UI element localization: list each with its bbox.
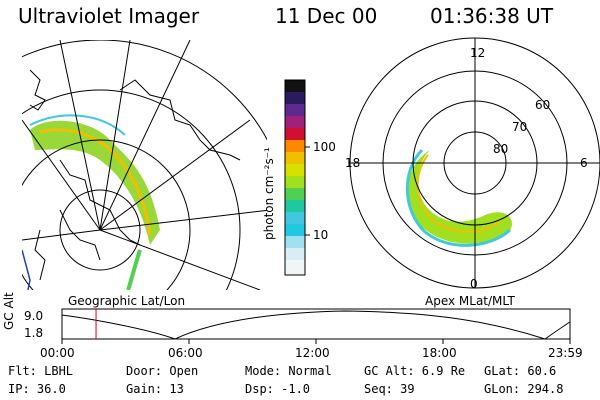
status-gc-alt: GC Alt: 6.9 Re [364, 364, 466, 378]
lat-label-70: 70 [512, 120, 528, 134]
status-door: Door: Open [126, 364, 199, 378]
polar-plot [349, 37, 600, 289]
status-glat: GLat: 60.6 [484, 364, 557, 378]
timeline-axis-label: GC Alt [2, 292, 16, 330]
status-dsp: Dsp: -1.0 [245, 382, 311, 396]
mlt-label-6: 6 [580, 156, 588, 170]
status-glon: GLon: 294.8 [484, 382, 564, 396]
colorbar-tick-100: 100 [313, 140, 336, 154]
timeline-ytick-1-8: 1.8 [24, 326, 44, 340]
geographic-label: Geographic Lat/Lon [68, 294, 186, 308]
colorbar [284, 79, 310, 276]
apex-label: Apex MLat/MLT [425, 294, 515, 308]
timeline-xtick-1200: 12:00 [295, 346, 330, 360]
status-seq: Seq: 39 [364, 382, 415, 396]
aurora-core [39, 128, 152, 236]
status-mode: Mode: Normal [245, 364, 332, 378]
timeline-ytick-9: 9.0 [24, 309, 44, 323]
mlt-label-12: 12 [470, 46, 486, 60]
timeline-xtick-2359: 23:59 [548, 346, 583, 360]
mlt-label-18: 18 [345, 156, 361, 170]
colorbar-unit-label: photon cm⁻²s⁻¹ [262, 147, 276, 240]
altitude-timeline [61, 308, 571, 344]
timeline-xtick-1800: 18:00 [422, 346, 457, 360]
status-flt: Flt: LBHL [8, 364, 74, 378]
time-label: 01:36:38 UT [430, 4, 554, 28]
lat-label-80: 80 [493, 142, 509, 156]
timeline-xtick-0600: 06:00 [168, 346, 203, 360]
status-ip: IP: 36.0 [8, 382, 66, 396]
instrument-title: Ultraviolet Imager [18, 4, 200, 28]
lat-label-60: 60 [535, 98, 551, 112]
timeline-xtick-0000: 00:00 [40, 346, 75, 360]
mlt-label-0: 0 [470, 277, 478, 291]
colorbar-tick-10: 10 [313, 228, 329, 242]
date-label: 11 Dec 00 [275, 4, 378, 28]
status-gain: Gain: 13 [126, 382, 184, 396]
